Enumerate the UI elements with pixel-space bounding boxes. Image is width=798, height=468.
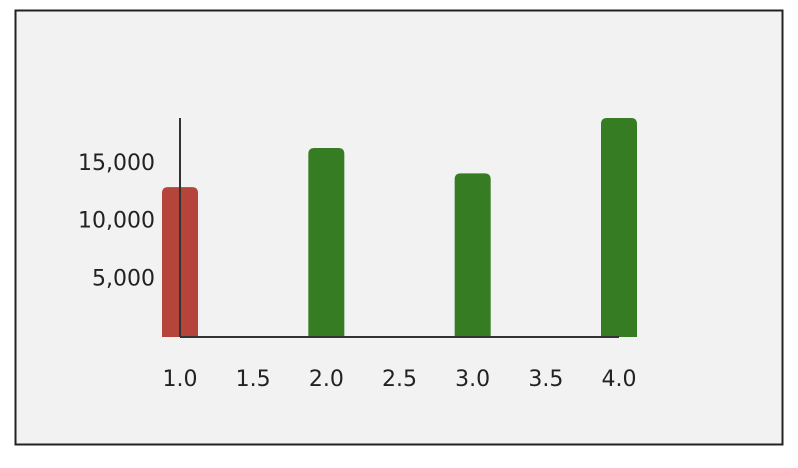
x-tick-label: 2.0 (309, 367, 344, 392)
y-tick-label: 5,000 (92, 266, 155, 291)
y-tick-label: 10,000 (78, 209, 155, 234)
bar (308, 147, 345, 337)
x-tick-label: 1.5 (236, 367, 271, 392)
x-tick-label: 2.5 (382, 367, 417, 392)
x-tick-label: 4.0 (602, 367, 637, 392)
bar (454, 173, 491, 337)
x-tick-label: 3.5 (528, 367, 563, 392)
y-tick-label: 15,000 (78, 151, 155, 176)
chart-frame (14, 9, 784, 446)
bar (601, 118, 637, 337)
x-tick-label: 3.0 (455, 367, 490, 392)
x-tick-label: 1.0 (163, 367, 198, 392)
